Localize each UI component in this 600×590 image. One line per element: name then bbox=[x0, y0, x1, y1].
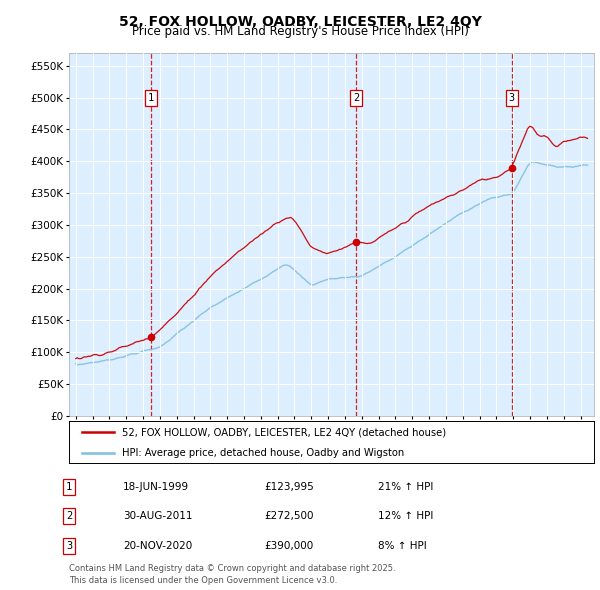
Text: 30-AUG-2011: 30-AUG-2011 bbox=[123, 512, 193, 521]
Text: 3: 3 bbox=[66, 541, 72, 550]
Text: Contains HM Land Registry data © Crown copyright and database right 2025.
This d: Contains HM Land Registry data © Crown c… bbox=[69, 565, 395, 585]
Text: 3: 3 bbox=[508, 93, 515, 103]
Text: £123,995: £123,995 bbox=[264, 482, 314, 491]
Text: 2: 2 bbox=[66, 512, 72, 521]
Text: 12% ↑ HPI: 12% ↑ HPI bbox=[378, 512, 433, 521]
Text: 1: 1 bbox=[66, 482, 72, 491]
Text: HPI: Average price, detached house, Oadby and Wigston: HPI: Average price, detached house, Oadb… bbox=[121, 448, 404, 457]
Text: Price paid vs. HM Land Registry's House Price Index (HPI): Price paid vs. HM Land Registry's House … bbox=[131, 25, 469, 38]
Text: 21% ↑ HPI: 21% ↑ HPI bbox=[378, 482, 433, 491]
Text: 2: 2 bbox=[353, 93, 359, 103]
Text: £272,500: £272,500 bbox=[264, 512, 314, 521]
Text: 18-JUN-1999: 18-JUN-1999 bbox=[123, 482, 189, 491]
Text: 52, FOX HOLLOW, OADBY, LEICESTER, LE2 4QY (detached house): 52, FOX HOLLOW, OADBY, LEICESTER, LE2 4Q… bbox=[121, 427, 446, 437]
Text: £390,000: £390,000 bbox=[264, 541, 313, 550]
Text: 1: 1 bbox=[148, 93, 154, 103]
Text: 20-NOV-2020: 20-NOV-2020 bbox=[123, 541, 192, 550]
Text: 52, FOX HOLLOW, OADBY, LEICESTER, LE2 4QY: 52, FOX HOLLOW, OADBY, LEICESTER, LE2 4Q… bbox=[119, 15, 481, 29]
Text: 8% ↑ HPI: 8% ↑ HPI bbox=[378, 541, 427, 550]
